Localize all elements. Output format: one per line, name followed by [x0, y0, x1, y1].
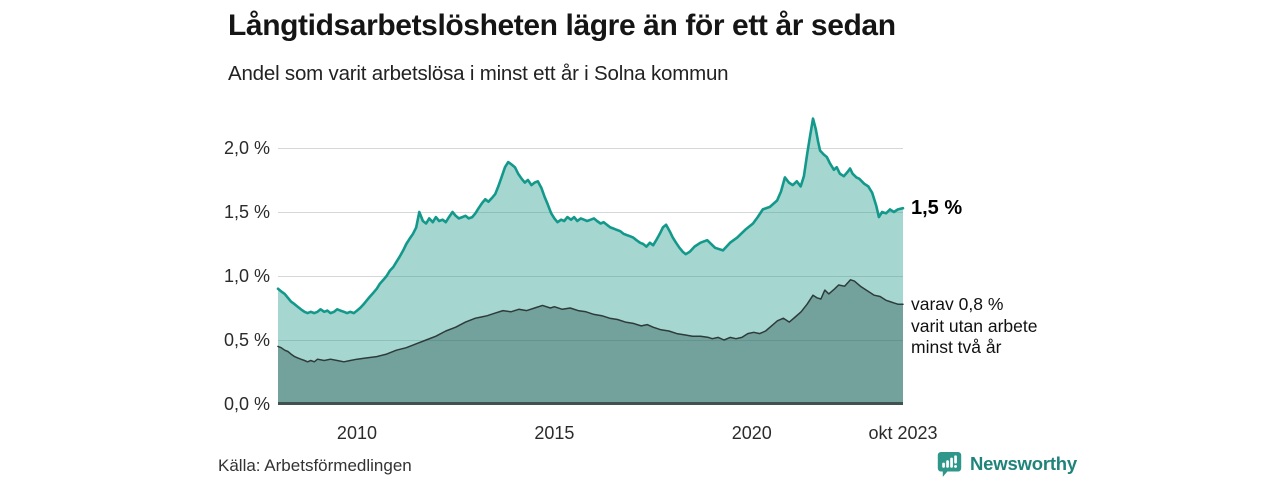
newsworthy-logo-text: Newsworthy [970, 453, 1077, 474]
x-tick-label: 2015 [534, 423, 575, 443]
annotation-latest-total: 1,5 % [911, 197, 963, 219]
y-tick-label: 0,0 % [223, 394, 270, 414]
x-tick-label: okt 2023 [868, 423, 938, 443]
page-title: Långtidsarbetslösheten lägre än för ett … [228, 9, 896, 42]
chart-subtitle: Andel som varit arbetslösa i minst ett å… [228, 62, 729, 85]
y-tick-label: 0,5 % [223, 330, 270, 350]
x-tick-label: 2020 [731, 423, 772, 443]
newsworthy-logo-icon [937, 452, 962, 477]
y-tick-label: 2,0 % [223, 138, 270, 158]
series-total-line [276, 117, 905, 315]
annotation-line: varav 0,8 % [911, 294, 1004, 314]
x-tick-label: 2010 [336, 423, 377, 443]
annotation-two-year: varav 0,8 % varit utan arbete minst två … [911, 294, 1037, 359]
series-total-area [278, 118, 903, 404]
series-two-year-line [277, 279, 904, 363]
annotation-line: minst två år [911, 337, 1002, 357]
y-tick-label: 1,5 % [223, 202, 270, 222]
newsworthy-logo: Newsworthy [936, 450, 1077, 478]
y-tick-label: 1,0 % [223, 266, 270, 286]
annotation-line: varit utan arbete [911, 315, 1038, 336]
series-two-year-area [278, 279, 903, 404]
source-note: Källa: Arbetsförmedlingen [218, 456, 412, 475]
